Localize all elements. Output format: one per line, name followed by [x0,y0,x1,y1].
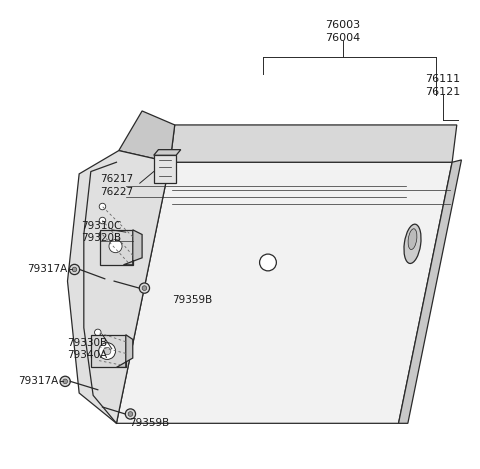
Polygon shape [117,335,133,367]
Circle shape [70,265,80,274]
Circle shape [60,376,70,386]
Polygon shape [117,162,452,424]
Circle shape [95,357,101,363]
Text: 76111
76121: 76111 76121 [425,74,460,97]
Polygon shape [154,150,181,155]
Circle shape [128,412,133,416]
Polygon shape [119,111,175,162]
Circle shape [99,343,116,359]
Ellipse shape [404,224,421,264]
Polygon shape [170,125,457,162]
Text: 76003
76004: 76003 76004 [325,21,360,43]
Text: 79359B: 79359B [172,295,213,305]
Text: 79317A: 79317A [18,376,58,386]
Ellipse shape [408,229,417,250]
Circle shape [99,231,106,238]
Circle shape [260,254,276,271]
Polygon shape [154,155,176,183]
Text: 76217
76227: 76217 76227 [100,174,133,197]
Circle shape [95,343,101,350]
Circle shape [72,267,77,272]
Circle shape [99,217,106,224]
Polygon shape [68,151,170,424]
Circle shape [103,348,111,355]
Circle shape [99,203,106,210]
Circle shape [142,286,147,290]
Text: 79359B: 79359B [129,418,169,428]
Text: 79310C
79320B: 79310C 79320B [81,221,121,243]
Text: 79330B
79340A: 79330B 79340A [67,338,107,360]
Polygon shape [91,335,126,367]
Text: 79317A: 79317A [27,265,68,274]
Circle shape [139,283,150,293]
Circle shape [63,379,68,384]
Polygon shape [123,230,142,265]
Circle shape [109,240,122,253]
Polygon shape [100,230,133,265]
Circle shape [125,409,135,419]
Circle shape [95,329,101,336]
Polygon shape [398,160,461,424]
